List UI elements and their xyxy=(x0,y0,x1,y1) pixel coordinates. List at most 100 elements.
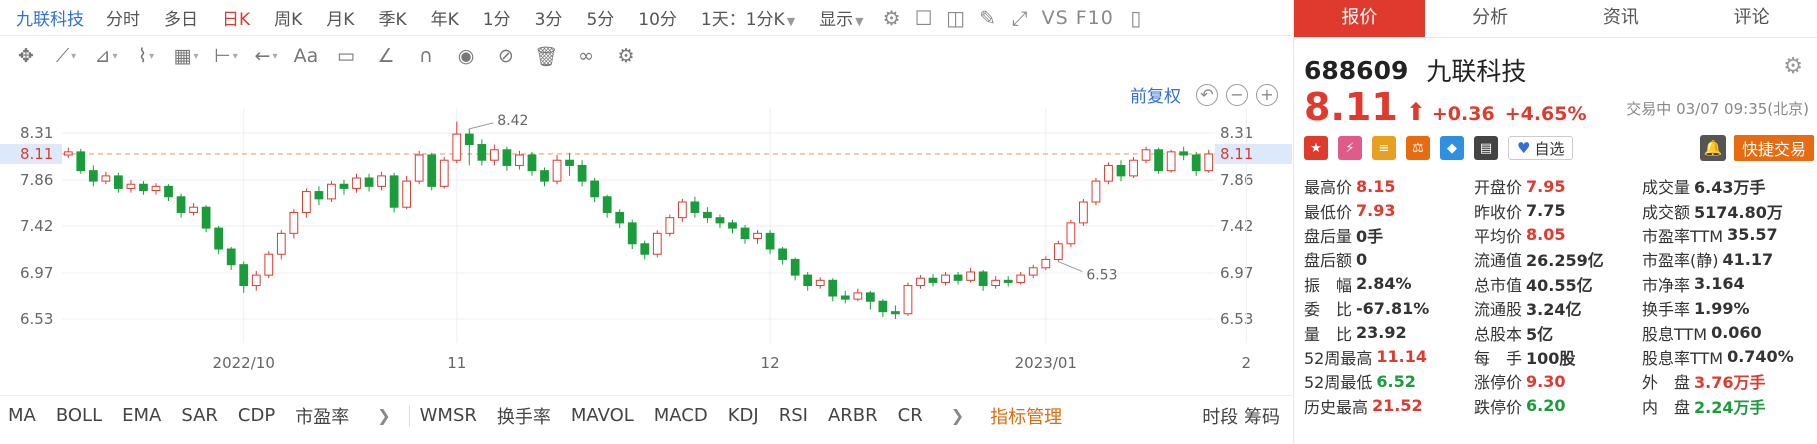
tab-news[interactable]: 资讯 xyxy=(1602,7,1639,28)
line-tool-icon[interactable]: ⟋ ▾ xyxy=(55,45,77,67)
quote-field-label: 开盘价 xyxy=(1474,178,1523,198)
indicator-cdp[interactable]: CDP xyxy=(237,405,276,426)
panel-toggle-icon[interactable]: ▯ xyxy=(1130,5,1142,30)
period-fenshi[interactable]: 分时 xyxy=(106,10,140,30)
period-10min[interactable]: 10分 xyxy=(638,10,677,30)
candle-body xyxy=(1129,159,1138,177)
period-jik[interactable]: 季K xyxy=(378,10,407,30)
arrow-tool-icon[interactable]: ← ▾ xyxy=(254,45,278,67)
vs-f10-button[interactable]: VS F10 xyxy=(1041,6,1114,29)
undo-icon[interactable]: ↶ xyxy=(1196,84,1218,106)
note-icon[interactable]: ▤ xyxy=(1474,136,1498,160)
quote-field-label: 每 手 xyxy=(1474,348,1523,368)
candle-body xyxy=(239,264,249,287)
wave-tool-icon[interactable]: ⌇ ▾ xyxy=(137,45,155,67)
bell-icon[interactable]: 🔔 xyxy=(1699,135,1726,161)
indicator-rsi[interactable]: RSI xyxy=(778,405,808,426)
flash-icon[interactable]: ⚡ xyxy=(1338,136,1362,160)
indicator-ma[interactable]: MA xyxy=(8,405,36,426)
quote-field: 历史最高 21.52 xyxy=(1304,394,1474,418)
quote-field: 52周最高 11.14 xyxy=(1304,345,1474,369)
fullscreen-icon[interactable]: ⤢ xyxy=(1011,5,1028,30)
indicator-pe[interactable]: 市盈率 xyxy=(295,406,350,428)
indicator-ema[interactable]: EMA xyxy=(122,405,162,426)
quote-field-value: 5亿 xyxy=(1526,324,1554,344)
measure-tool-icon[interactable]: ⊢ ▾ xyxy=(214,45,238,67)
tab-quote[interactable]: 报价 xyxy=(1294,0,1425,37)
candle-body xyxy=(828,279,838,297)
price-line: 8.11 ⬆ +0.36 +4.65% xyxy=(1304,88,1597,126)
trash-icon[interactable]: 🗑 xyxy=(533,45,559,68)
y-tick-label-right: 8.31 xyxy=(1220,124,1253,142)
quote-field: 市盈率TTM 35.57 xyxy=(1642,223,1814,247)
indicator-macd[interactable]: MACD xyxy=(653,405,708,426)
period-3min[interactable]: 3分 xyxy=(534,10,563,30)
period-niank[interactable]: 年K xyxy=(430,10,459,30)
stock-selector[interactable]: 九联科技 xyxy=(0,5,94,30)
quote-field: 成交量 6.43万手 xyxy=(1642,174,1814,198)
magnet-icon[interactable]: ∩ xyxy=(419,45,433,67)
china-flag-icon[interactable]: ★ xyxy=(1304,136,1328,160)
indicator-arbr[interactable]: ARBR xyxy=(827,405,878,426)
chart-style-icon[interactable]: ☐ xyxy=(914,5,933,30)
zoom-in-icon[interactable]: + xyxy=(1256,84,1278,106)
candle-body xyxy=(815,279,825,287)
quick-trade-button[interactable]: 快捷交易 xyxy=(1733,135,1814,161)
eye-icon[interactable]: ◉ xyxy=(457,45,475,67)
move-icon[interactable]: ✥ xyxy=(18,45,34,67)
indicator-boll[interactable]: BOLL xyxy=(55,405,103,426)
settings-icon[interactable]: ⚙ xyxy=(882,5,901,30)
tab-comments[interactable]: 评论 xyxy=(1733,7,1770,28)
indicator-kdj[interactable]: KDJ xyxy=(727,405,759,426)
tag-icon[interactable]: ◆ xyxy=(1440,136,1464,160)
gear-icon[interactable]: ⚙ xyxy=(1783,54,1803,79)
quote-field-value: 8.05 xyxy=(1526,225,1566,245)
candle-body xyxy=(314,191,324,200)
period-duori[interactable]: 多日 xyxy=(164,10,198,30)
period-custom-dropdown[interactable]: 1天：1分K ▼ xyxy=(689,5,807,30)
candlestick-chart[interactable]: 8.31 8.31 7.86 7.86 7.42 7.42 6.97 6.97 6.53 6.53… xyxy=(0,108,1292,383)
period-1min[interactable]: 1分 xyxy=(482,10,511,30)
zoom-out-icon[interactable]: − xyxy=(1226,84,1248,106)
indicator-sar[interactable]: SAR xyxy=(181,405,218,426)
period-5min[interactable]: 5分 xyxy=(586,10,615,30)
chevron-right-icon[interactable]: ❯ xyxy=(377,406,391,425)
period-zhouk[interactable]: 周K xyxy=(274,10,303,30)
quote-field-label: 跌停价 xyxy=(1474,397,1523,417)
quote-field: 量 比 23.92 xyxy=(1304,321,1474,345)
adjust-mode-button[interactable]: 前复权 xyxy=(1130,87,1181,107)
indicator-mavol[interactable]: MAVOL xyxy=(570,405,634,426)
y-tick-label-left: 6.97 xyxy=(20,264,53,282)
candle-body xyxy=(640,243,650,255)
quote-field-label: 流通值 xyxy=(1474,251,1523,271)
candle-body xyxy=(251,274,261,287)
indicator-manage-button[interactable]: 指标管理 xyxy=(990,406,1063,428)
period-chips-button[interactable]: 时段 筹码 xyxy=(1202,406,1280,428)
indicator-wmsr[interactable]: WMSR xyxy=(419,405,477,426)
stack-icon[interactable]: ≡ xyxy=(1372,136,1396,160)
angle-tool-icon[interactable]: ∠ xyxy=(377,45,395,67)
tool-settings-icon[interactable]: ⚙ xyxy=(617,45,635,67)
fib-tool-icon[interactable]: ▦ ▾ xyxy=(173,45,199,67)
scale-icon[interactable]: ⚖ xyxy=(1406,136,1430,160)
tab-analysis[interactable]: 分析 xyxy=(1472,7,1509,28)
display-dropdown[interactable]: 显示 ▼ xyxy=(807,5,875,30)
add-watchlist-button[interactable]: ♥ 自选 xyxy=(1508,136,1574,160)
quote-field: 盘后量 0手 xyxy=(1304,223,1474,247)
hide-icon[interactable]: ⊘ xyxy=(498,45,514,67)
link-icon[interactable]: ∞ xyxy=(578,45,594,67)
pencil-icon[interactable]: ✎ xyxy=(979,5,996,30)
indicator-cr[interactable]: CR xyxy=(897,405,923,426)
channel-tool-icon[interactable]: ⊿ ▾ xyxy=(94,45,118,67)
camera-icon[interactable]: ◫ xyxy=(946,5,966,30)
period-yuek[interactable]: 月K xyxy=(326,10,355,30)
quote-field: 盘后额 0 xyxy=(1304,247,1474,271)
period-rik[interactable]: 日K xyxy=(222,10,251,30)
indicator-turnover[interactable]: 换手率 xyxy=(496,406,551,428)
comment-tool-icon[interactable]: ▭ xyxy=(337,45,355,67)
quote-field: 市净率 3.164 xyxy=(1642,272,1814,296)
y-tick-label-left: 7.86 xyxy=(20,171,53,189)
text-tool-icon[interactable]: Aa xyxy=(293,45,319,67)
candle-body xyxy=(201,206,211,229)
chevron-right-icon[interactable]: ❯ xyxy=(950,406,965,425)
